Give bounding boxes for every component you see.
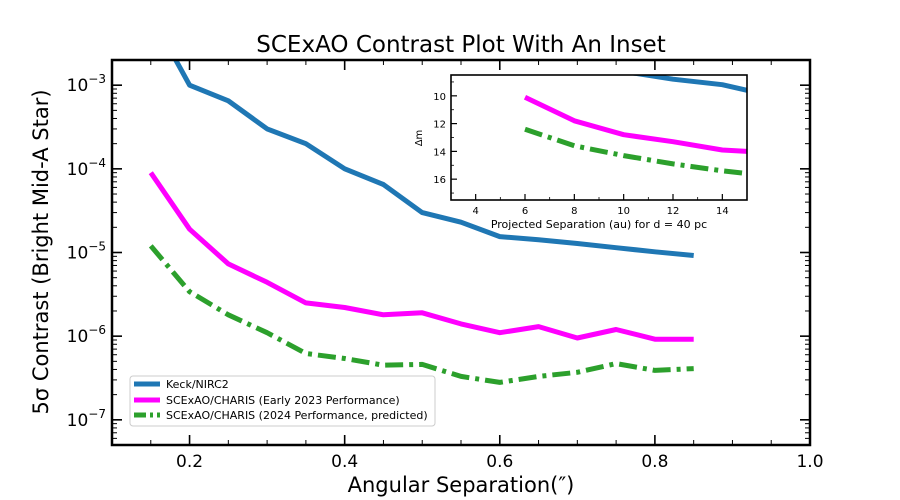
inset-x-tick-label: 8: [571, 206, 577, 217]
inset-plot-frame: [450, 74, 748, 201]
legend-label-keck: Keck/NIRC2: [166, 378, 229, 391]
y-tick-label: 10−4: [67, 156, 106, 180]
y-tick-label: 10−5: [67, 240, 106, 264]
y-tick-label: 10−6: [67, 323, 106, 347]
inset-x-axis-label: Projected Separation (au) for d = 40 pc: [491, 218, 707, 231]
y-tick-label: 10−3: [67, 72, 106, 96]
legend-label-charis-2023: SCExAO/CHARIS (Early 2023 Performance): [166, 394, 400, 407]
inset-x-tick-label: 6: [522, 206, 528, 217]
y-tick-label: 10−7: [67, 407, 106, 431]
legend: Keck/NIRC2 SCExAO/CHARIS (Early 2023 Per…: [129, 375, 436, 427]
inset-y-tick-label: 16: [433, 175, 446, 186]
inset-y-tick-label: 10: [433, 92, 446, 103]
inset-plot: 4 6 8 10 12 14 10 12 14 16 Projected Separation (…: [414, 74, 748, 231]
x-tick-label: 0.2: [176, 452, 203, 472]
y-axis-label: 5σ Contrast (Bright Mid-A Star): [29, 89, 53, 414]
inset-series-line-charis-2023: [523, 94, 747, 154]
x-tick-label: 0.8: [641, 452, 668, 472]
x-tick-label: 1.0: [796, 452, 823, 472]
inset-x-tick-label: 14: [716, 206, 729, 217]
inset-y-axis-label: Δm: [414, 130, 425, 147]
inset-y-tick-label: 12: [433, 120, 446, 131]
main-axes: 0.2 0.4 0.6 0.8 1.0 10−7 10−6 10−5 10−4 10−3: [67, 59, 824, 472]
inset-plot-area: [451, 75, 747, 200]
inset-y-tick-label: 14: [433, 147, 446, 158]
main-plot-frame: [110, 58, 812, 447]
x-tick-label: 0.4: [331, 452, 358, 472]
inset-x-tick-label: 12: [667, 206, 680, 217]
x-axis-label: Angular Separation(″): [348, 473, 575, 497]
inset-series-line-charis-2024: [524, 126, 747, 177]
series-line-scexao-charis-2024-performance-predicted: [148, 244, 694, 385]
legend-box: [129, 375, 436, 427]
main-series-group: [148, 60, 694, 385]
inset-x-tick-label: 4: [472, 206, 478, 217]
series-line-scexao-charis-early-2023-performance: [148, 171, 694, 342]
chart-title: SCExAO Contrast Plot With An Inset: [256, 32, 665, 58]
x-tick-label: 0.6: [486, 452, 513, 472]
inset-x-tick-label: 10: [617, 206, 630, 217]
legend-label-charis-2024: SCExAO/CHARIS (2024 Performance, predict…: [166, 409, 428, 422]
series-line-keck-nirc2: [172, 60, 694, 258]
